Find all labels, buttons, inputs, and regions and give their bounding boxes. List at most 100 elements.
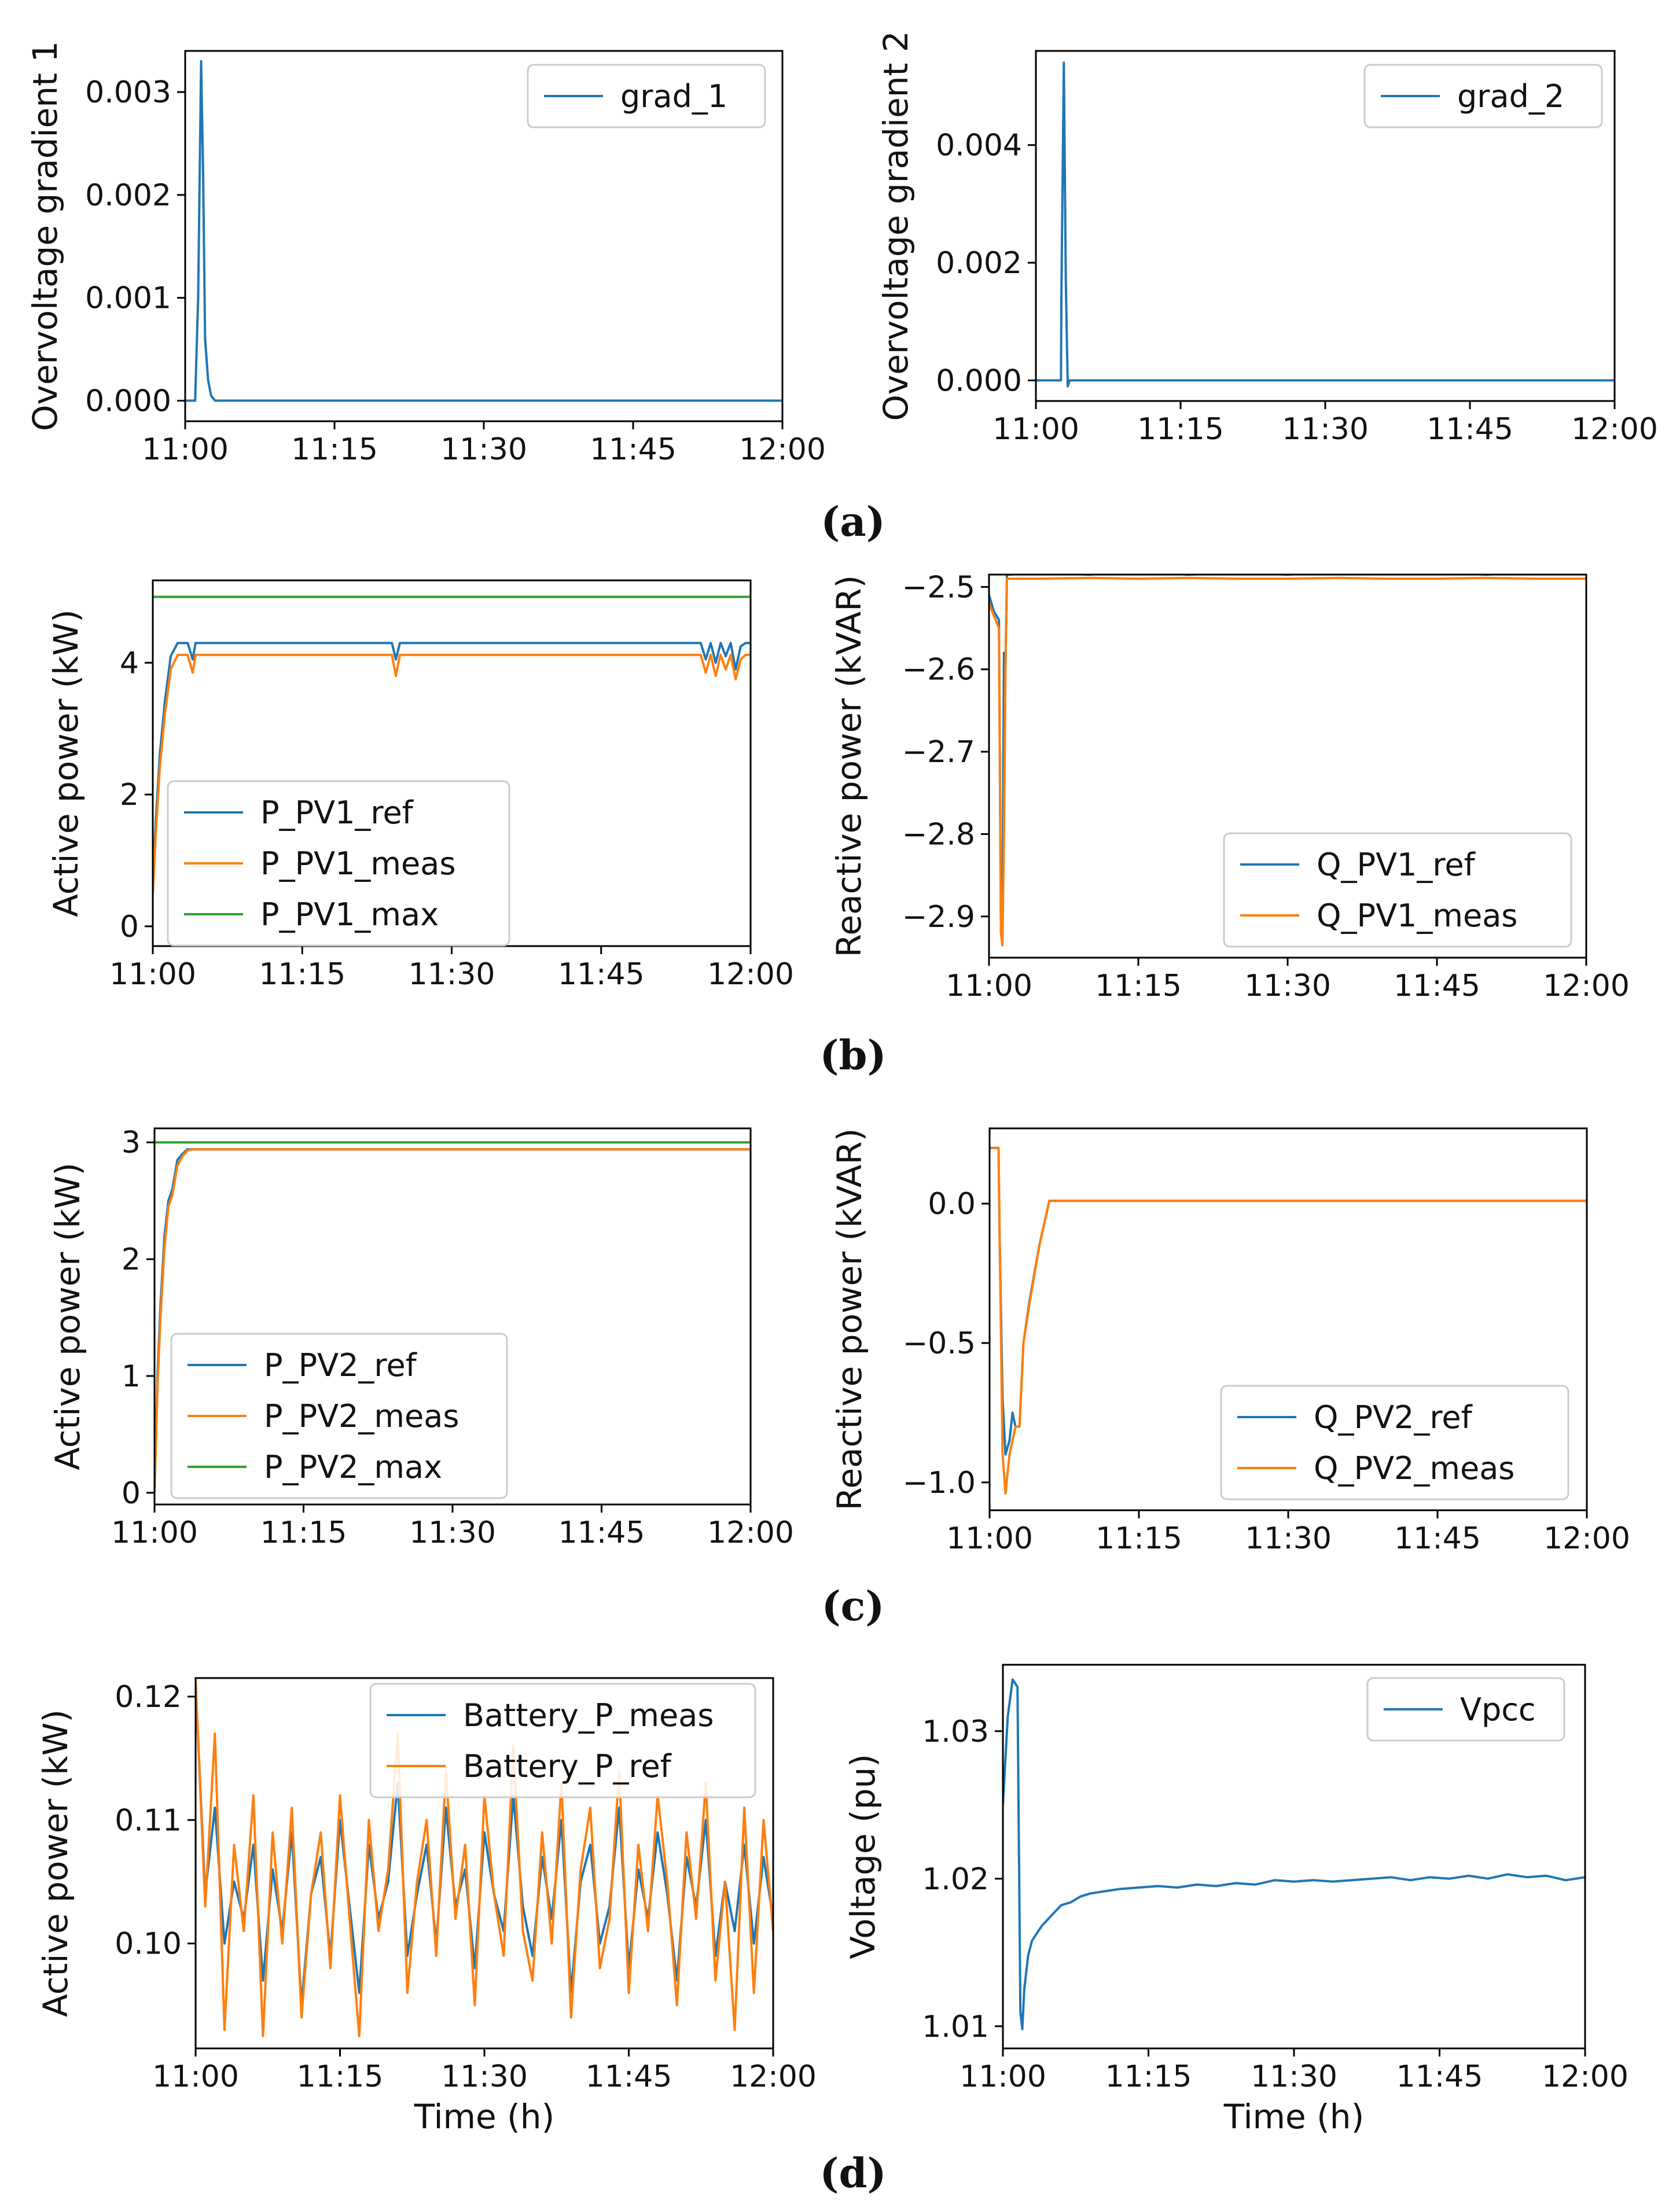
x-tick-label: 11:30 [409, 1515, 496, 1550]
legend-label: grad_2 [1457, 78, 1564, 115]
legend-box [1223, 832, 1572, 948]
panel-label-a: (a) [821, 498, 885, 546]
chart-c-right: 11:00 11:15 11:30 11:45 12:00 −1.0 −0.5 0.0 Reac… [830, 1127, 1630, 1556]
chart-a-left: 11:00 11:15 11:30 11:45 12:00 0.000 0.001 0.002… [25, 41, 826, 467]
legend-label: Battery_P_ref [463, 1748, 672, 1785]
panel-label-b: (b) [819, 1031, 886, 1079]
y-tick-label: 0 [122, 1476, 141, 1511]
x-tick-label: 11:30 [1245, 1521, 1332, 1556]
y-tick-label: 1.01 [922, 2010, 989, 2044]
x-tick-label: 11:15 [260, 1515, 347, 1550]
legend-label: Q_PV1_meas [1317, 897, 1517, 934]
x-tick-label: 11:15 [259, 957, 345, 992]
y-tick-label: 0.001 [85, 281, 171, 316]
panel-label-c: (c) [822, 1582, 885, 1630]
series-line-grad_1 [185, 60, 782, 402]
chart-d-right: 11:00 11:15 11:30 11:45 12:00 1.01 1.02 1.03 Vol… [843, 1664, 1628, 2136]
x-tick-label: 11:00 [946, 969, 1032, 1003]
series-line-Vpcc [1003, 1678, 1585, 2030]
legend: Q_PV2_ref Q_PV2_meas [1220, 1385, 1569, 1500]
x-tick-label: 11:30 [441, 2059, 528, 2094]
y-tick-label: 1 [122, 1359, 141, 1394]
y-tick-label: 0.004 [936, 128, 1022, 163]
x-tick-label: 11:00 [111, 1515, 198, 1550]
x-tick-label: 11:30 [1244, 969, 1331, 1003]
legend-label: P_PV2_max [264, 1449, 442, 1485]
x-tick-label: 11:45 [558, 1515, 645, 1550]
x-tick-label: 11:45 [1396, 2059, 1483, 2094]
series-line-P_PV2_meas [155, 1148, 751, 1493]
x-axis-label: Time (h) [414, 2097, 554, 2136]
y-tick-label: 0.12 [115, 1680, 182, 1715]
legend-label: Battery_P_meas [463, 1697, 714, 1734]
x-tick-label: 11:45 [1394, 1521, 1481, 1556]
x-tick-label: 11:15 [1105, 2059, 1192, 2094]
y-axis-label: Overvoltage gradient 2 [876, 31, 916, 421]
legend-label: P_PV1_max [260, 896, 439, 933]
x-tick-label: 11:15 [1096, 1521, 1182, 1556]
legend-label: grad_1 [620, 78, 727, 115]
legend: Q_PV1_ref Q_PV1_meas [1223, 832, 1572, 948]
chart-a-right: 11:00 11:15 11:30 11:45 12:00 0.000 0.002 0.004… [876, 31, 1658, 447]
x-tick-label: 12:00 [707, 957, 794, 992]
y-tick-label: 0.11 [115, 1803, 182, 1838]
y-tick-label: −2.5 [902, 570, 975, 605]
x-tick-label: 11:00 [152, 2059, 239, 2094]
x-tick-label: 12:00 [739, 432, 826, 467]
legend: Battery_P_meas Battery_P_ref [369, 1683, 756, 1798]
y-tick-label: −2.8 [902, 817, 975, 852]
y-tick-label: 0.0 [928, 1187, 976, 1222]
y-tick-label: 3 [122, 1125, 141, 1160]
y-axis-label: Voltage (pu) [843, 1754, 883, 1959]
x-tick-label: 11:30 [1282, 412, 1369, 447]
x-tick-label: 11:45 [558, 957, 645, 992]
y-axis-label: Overvoltage gradient 1 [25, 41, 65, 431]
legend: grad_2 [1363, 64, 1603, 128]
x-tick-label: 11:00 [946, 1521, 1033, 1556]
y-tick-label: 1.02 [922, 1862, 989, 1897]
y-tick-label: 0.002 [85, 178, 171, 213]
legend-label: Q_PV1_ref [1317, 847, 1476, 883]
series-line-P_PV1_ref [153, 642, 751, 887]
panel-label-d: (d) [819, 2149, 886, 2197]
y-tick-label: 0.002 [936, 246, 1022, 281]
y-tick-label: 0.000 [85, 384, 171, 418]
x-tick-label: 12:00 [1571, 412, 1658, 447]
y-tick-label: 0 [120, 910, 139, 944]
y-tick-label: 1.03 [922, 1715, 989, 1749]
y-tick-label: 0.003 [85, 75, 171, 110]
legend: Vpcc [1366, 1677, 1565, 1742]
x-tick-label: 11:30 [409, 957, 495, 992]
x-tick-label: 11:15 [1137, 412, 1224, 447]
chart-b-right: 11:00 11:15 11:30 11:45 12:00 −2.9 −2.8 −2.7 −2.… [829, 570, 1630, 1003]
y-axis-label: Active power (kW) [36, 1709, 75, 2017]
x-tick-label: 12:00 [1542, 2059, 1628, 2094]
legend-box [369, 1683, 756, 1798]
x-tick-label: 11:15 [1095, 969, 1182, 1003]
series-line-Q_PV1_meas [989, 576, 1586, 947]
y-tick-label: 0.000 [936, 363, 1022, 398]
x-tick-label: 11:30 [1251, 2059, 1337, 2094]
legend-label: Q_PV2_ref [1314, 1399, 1473, 1436]
legend-label: P_PV1_meas [260, 845, 455, 882]
y-tick-label: 0.10 [115, 1927, 182, 1962]
legend: P_PV2_ref P_PV2_meas P_PV2_max [170, 1333, 508, 1499]
legend-box [527, 64, 766, 128]
y-tick-label: −1.0 [903, 1466, 976, 1500]
x-tick-label: 11:15 [297, 2059, 384, 2094]
y-axis-label: Active power (kW) [48, 1162, 87, 1470]
x-tick-label: 11:45 [1394, 969, 1480, 1003]
chart-d-left: 11:00 11:15 11:30 11:45 12:00 0.10 0.11 0.12 Act… [36, 1677, 817, 2136]
x-tick-label: 12:00 [1543, 969, 1630, 1003]
legend-label: P_PV1_ref [260, 794, 414, 831]
y-tick-label: 2 [120, 778, 139, 812]
y-tick-label: −0.5 [903, 1326, 976, 1361]
y-tick-label: 4 [120, 646, 139, 680]
legend-box [1363, 64, 1603, 128]
y-tick-label: −2.6 [902, 653, 975, 687]
y-axis-label: Reactive power (kVAR) [829, 575, 869, 958]
y-axis-label: Reactive power (kVAR) [830, 1128, 869, 1511]
x-axis-label: Time (h) [1223, 2097, 1364, 2136]
x-tick-label: 11:15 [291, 432, 378, 467]
